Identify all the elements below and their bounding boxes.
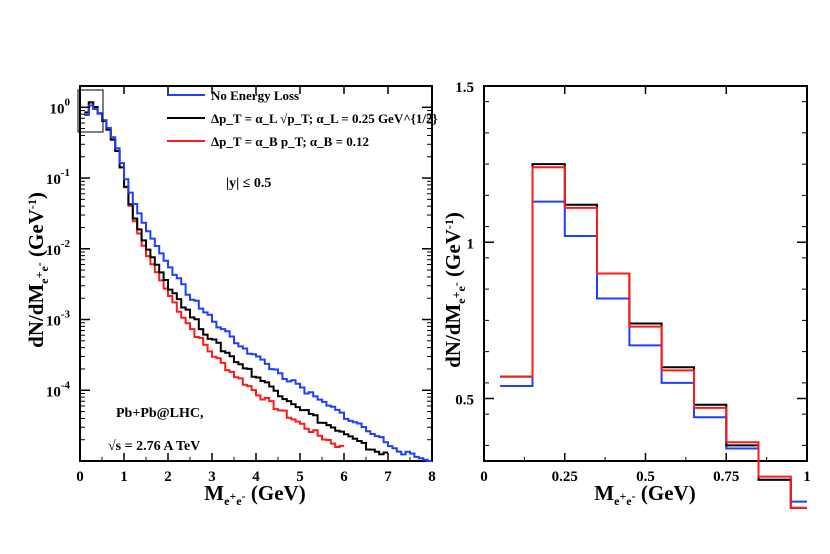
right-panel: 0 0.25 0.5 0.75 1 0.5 1 1.5 Me+e- (GeV) dN/dMe+… bbox=[441, 80, 811, 509]
right-series-p-t-l-p-t-l-0-25-gev-1-2 bbox=[500, 163, 807, 509]
legend-label-no-eloss: No Energy Loss bbox=[211, 88, 299, 103]
left-xtick-label-4: 4 bbox=[252, 469, 260, 485]
left-y-axis-label: dN/dMe+e- (GeV-1) bbox=[24, 192, 51, 348]
right-y-axis-label: dN/dMe+e- (GeV-1) bbox=[441, 212, 468, 368]
right-ytick-label: 1 bbox=[467, 236, 475, 252]
left-series-no-energy-loss bbox=[84, 104, 432, 462]
right-xtick-label: 0 bbox=[480, 469, 488, 485]
zoom-region-box bbox=[77, 89, 104, 133]
energy-annotation: √s = 2.76 A TeV bbox=[108, 439, 200, 454]
left-xtick-label-5: 5 bbox=[296, 469, 304, 485]
right-xtick-label: 0.75 bbox=[713, 469, 739, 485]
right-series-no-energy-loss bbox=[500, 200, 807, 503]
left-xtick-label-6: 6 bbox=[340, 469, 348, 485]
right-xtick-label: 0.5 bbox=[636, 469, 655, 485]
right-series-p-t-b-p-t-b-0-12 bbox=[500, 166, 807, 509]
rapidity-annotation: |y| ≤ 0.5 bbox=[226, 176, 271, 191]
legend-label-alpha-b: Δp_T = α_B p_T; α_B = 0.12 bbox=[211, 134, 369, 149]
right-ticks: 0 0.25 0.5 0.75 1 0.5 1 1.5 bbox=[455, 80, 811, 485]
right-xtick-label: 0.25 bbox=[552, 469, 578, 485]
left-ytick-label-4: 10-4 bbox=[46, 379, 71, 400]
left-ytick-label-1: 10-1 bbox=[46, 167, 70, 188]
right-ytick-label: 1.5 bbox=[455, 80, 474, 96]
collision-annotation: Pb+Pb@LHC, bbox=[116, 406, 204, 421]
left-x-axis-label: Me+e- (GeV) bbox=[204, 481, 305, 508]
left-series-p-t-b-p-t-b-0-12 bbox=[84, 101, 344, 448]
left-xtick-label-1: 1 bbox=[120, 469, 128, 485]
legend: No Energy Loss Δp_T = α_L √p_T; α_L = 0.… bbox=[167, 88, 438, 149]
left-xtick-label-3: 3 bbox=[208, 469, 216, 485]
right-x-axis-label: Me+e- (GeV) bbox=[594, 481, 695, 508]
left-series-group bbox=[84, 101, 432, 462]
right-ytick-label: 0.5 bbox=[455, 393, 474, 409]
left-panel: 0 1 2 3 4 5 6 7 8 100 10-1 10-2 10-3 10-4 No Energy L… bbox=[24, 85, 438, 508]
left-xtick-label-7: 7 bbox=[384, 469, 392, 485]
left-ytick-label-2: 10-2 bbox=[46, 238, 71, 259]
left-ytick-label-3: 10-3 bbox=[46, 309, 71, 330]
left-series-p-t-l-p-t-l-0-25-gev-1-2 bbox=[84, 101, 388, 456]
left-xtick-label-2: 2 bbox=[164, 469, 172, 485]
left-ytick-label-0: 100 bbox=[50, 96, 71, 117]
left-ticks: 0 1 2 3 4 5 6 7 8 100 10-1 10-2 10-3 10-4 bbox=[46, 85, 436, 485]
left-xtick-label-8: 8 bbox=[428, 469, 436, 485]
left-xtick-label-0: 0 bbox=[76, 469, 84, 485]
legend-label-alpha-l: Δp_T = α_L √p_T; α_L = 0.25 GeV^{1/2} bbox=[211, 111, 438, 126]
right-series-group bbox=[500, 163, 807, 509]
right-xtick-label: 1 bbox=[803, 469, 811, 485]
